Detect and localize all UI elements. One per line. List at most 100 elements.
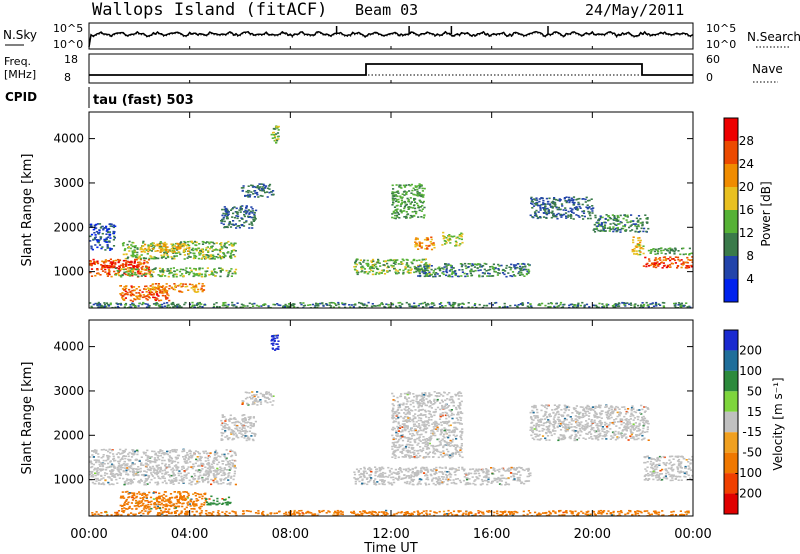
data-cell (152, 271, 155, 273)
data-cell (531, 216, 534, 218)
data-cell (267, 391, 270, 394)
data-cell (514, 304, 517, 307)
data-cell (640, 227, 643, 230)
data-cell (198, 469, 201, 471)
data-cell (399, 210, 402, 212)
data-cell (479, 269, 482, 271)
data-cell (242, 187, 245, 189)
data-cell (228, 482, 231, 485)
data-cell (226, 225, 229, 228)
data-cell (481, 483, 484, 485)
data-cell (442, 476, 445, 478)
data-cell (106, 245, 109, 247)
data-cell (390, 467, 393, 470)
data-cell (227, 240, 230, 243)
data-cell (226, 305, 229, 308)
data-cell (548, 204, 552, 206)
data-cell (151, 283, 154, 286)
data-cell (168, 465, 171, 468)
data-cell (557, 305, 560, 307)
data-cell (126, 243, 129, 246)
data-cell (374, 478, 377, 480)
data-cell (195, 498, 198, 500)
data-cell (183, 258, 186, 260)
data-cell (193, 274, 196, 277)
data-cell (175, 466, 178, 469)
data-cell (664, 253, 667, 255)
data-cell (207, 464, 210, 466)
data-cell (201, 254, 204, 257)
data-cell (374, 305, 377, 307)
data-cell (172, 503, 175, 505)
data-cell (661, 301, 664, 304)
data-cell (260, 183, 263, 185)
data-cell (235, 215, 238, 217)
data-cell (233, 452, 236, 454)
data-cell (137, 295, 140, 297)
data-cell (487, 269, 490, 271)
data-cell (245, 221, 248, 223)
data-cell (177, 466, 180, 469)
data-cell (434, 484, 437, 486)
data-cell (191, 467, 194, 470)
data-cell (152, 296, 155, 299)
data-cell (653, 259, 656, 262)
data-cell (144, 478, 147, 480)
data-cell (109, 262, 112, 265)
data-cell (194, 450, 198, 452)
data-cell (544, 210, 547, 212)
data-cell (611, 305, 614, 307)
data-cell (376, 470, 379, 473)
data-cell (636, 243, 639, 245)
data-cell (459, 303, 462, 305)
data-cell (130, 502, 133, 504)
data-cell (151, 475, 155, 477)
data-cell (398, 268, 401, 271)
data-cell (160, 502, 163, 505)
data-cell (107, 231, 110, 233)
data-cell (190, 287, 193, 289)
data-cell (505, 483, 508, 485)
data-cell (168, 270, 171, 272)
data-cell (569, 199, 573, 201)
data-cell (147, 247, 150, 249)
data-cell (153, 457, 156, 459)
data-cell (125, 253, 128, 255)
data-cell (170, 457, 173, 460)
data-cell (171, 251, 174, 254)
data-cell (680, 259, 683, 261)
data-cell (154, 452, 158, 455)
data-cell (194, 462, 197, 465)
data-cell (231, 208, 234, 210)
data-cell (191, 456, 194, 458)
data-cell (253, 213, 256, 216)
data-cell (442, 273, 445, 276)
data-cell (517, 272, 520, 275)
data-cell (575, 214, 578, 216)
data-cell (409, 305, 412, 308)
data-cell (493, 268, 496, 271)
data-cell (181, 466, 184, 468)
data-cell (133, 246, 137, 249)
data-cell (222, 212, 225, 215)
data-cell (255, 192, 258, 195)
data-cell (126, 293, 129, 296)
data-cell (461, 271, 464, 273)
data-cell (264, 186, 267, 189)
noise-tick-bottom-left: 10^0 (53, 38, 83, 51)
data-cell (387, 265, 390, 268)
data-cell (624, 305, 627, 307)
data-cell (134, 298, 137, 301)
data-cell (101, 232, 104, 235)
data-cell (178, 470, 181, 472)
data-cell (187, 253, 190, 255)
data-cell (251, 212, 254, 214)
data-cell (229, 467, 232, 469)
data-cell (129, 274, 132, 276)
data-cell (442, 270, 445, 273)
data-cell (244, 418, 247, 420)
data-cell (187, 494, 190, 497)
data-cell (116, 269, 119, 272)
data-cell (510, 466, 513, 469)
